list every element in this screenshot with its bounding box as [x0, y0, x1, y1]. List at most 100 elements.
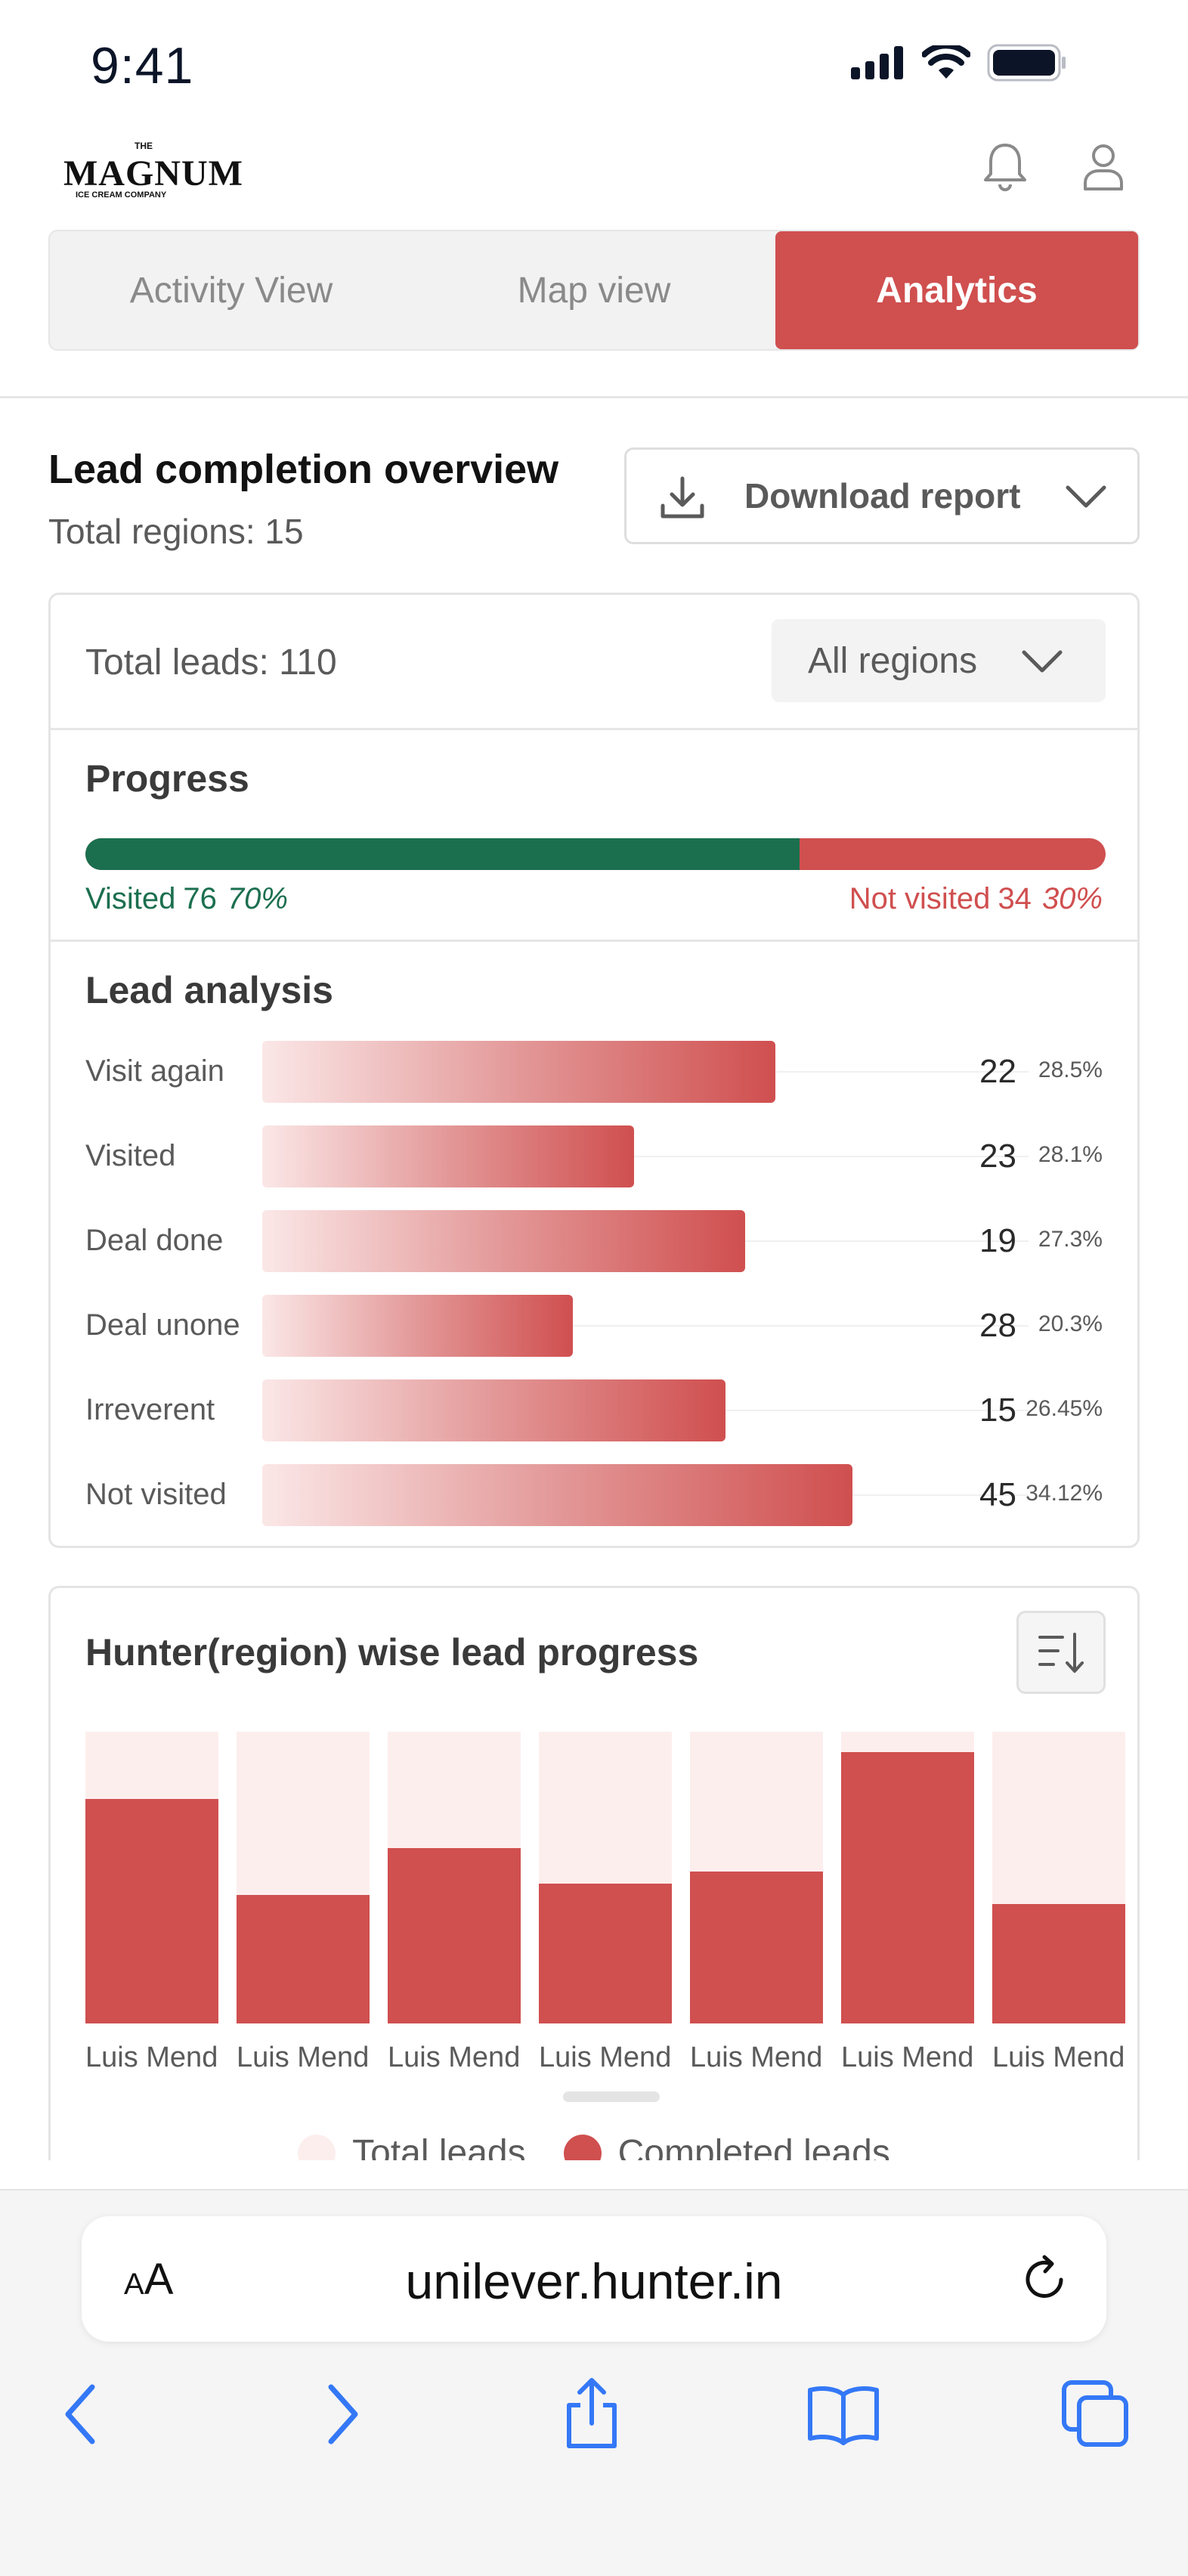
battery-icon: [987, 44, 1066, 82]
status-icons: [851, 44, 1067, 82]
chart-title: Hunter(region) wise lead progress: [85, 1631, 699, 1673]
download-report-label: Download report: [744, 476, 1021, 516]
progress-bar-visited: [85, 838, 800, 870]
lead-analysis-count: 45: [979, 1476, 1016, 1513]
visited-pct: 70%: [227, 882, 288, 915]
sort-button[interactable]: [1016, 1611, 1106, 1694]
header-divider: [0, 396, 1188, 398]
address-bar[interactable]: AA unilever.hunter.in: [82, 2216, 1106, 2342]
bar-category-label: Luis Mend: [539, 2042, 672, 2073]
back-icon[interactable]: [45, 2376, 121, 2452]
bar-completed-leads: [992, 1904, 1125, 2023]
tabs-icon[interactable]: [1058, 2376, 1134, 2452]
bar-completed-leads: [237, 1895, 370, 2023]
bar-completed-leads: [388, 1848, 521, 2023]
status-time: 9:41: [91, 37, 194, 94]
tab-analytics[interactable]: Analytics: [775, 231, 1138, 349]
wifi-icon: [922, 45, 970, 79]
text-size-button[interactable]: AA: [124, 2254, 173, 2305]
url-text: unilever.hunter.in: [405, 2253, 783, 2309]
bar-category-label: Luis Mend: [992, 2042, 1125, 2073]
total-regions: Total regions: 15: [48, 512, 304, 551]
logo-brand: MAGNUM: [63, 153, 243, 194]
logo-the: THE: [135, 141, 153, 151]
divider: [51, 940, 1137, 942]
download-icon: [661, 476, 704, 519]
hunter-bar-group[interactable]: [841, 1732, 974, 2023]
lead-analysis-label: Irreverent: [85, 1393, 215, 1426]
status-bar: 9:41: [0, 0, 1188, 128]
lead-analysis-track: [262, 1156, 1029, 1157]
lead-analysis-row: Deal unone 28 20.3%: [51, 1295, 1137, 1357]
bar-completed-leads: [690, 1872, 823, 2023]
bookmarks-icon[interactable]: [806, 2376, 881, 2452]
lead-analysis-count: 28: [979, 1307, 1016, 1344]
lead-analysis-label: Deal unone: [85, 1308, 240, 1342]
lead-analysis-label: Deal done: [85, 1224, 224, 1257]
aa-large: A: [144, 2255, 174, 2304]
lead-analysis-row: Visit again 22 28.5%: [51, 1041, 1137, 1103]
lead-analysis-row: Irreverent 15 26.45%: [51, 1379, 1137, 1441]
page-title: Lead completion overview: [48, 447, 559, 492]
tab-map-view[interactable]: Map view: [517, 270, 671, 311]
not-visited-label: Not visited: [849, 882, 991, 915]
view-tabs: Activity View Map view Analytics: [48, 230, 1140, 351]
lead-analysis-pct: 27.3%: [1038, 1227, 1103, 1252]
aa-small: A: [124, 2268, 144, 2301]
lead-analysis-label: Not visited: [85, 1478, 227, 1511]
lead-analysis-bar: [262, 1464, 852, 1526]
bar-category-label: Luis Mend: [690, 2042, 823, 2073]
lead-analysis-bar: [262, 1379, 725, 1441]
legend-completed: Completed leads: [563, 2132, 890, 2160]
lead-analysis-pct: 28.1%: [1038, 1142, 1103, 1167]
lead-analysis-row: Not visited 45 34.12%: [51, 1464, 1137, 1526]
hunter-bar-group[interactable]: [992, 1732, 1125, 2023]
download-report-button[interactable]: Download report: [624, 447, 1140, 544]
visited-stat: Visited 76 70%: [85, 882, 288, 916]
lead-analysis-pct: 26.45%: [1026, 1396, 1103, 1421]
hunter-bar-group[interactable]: [85, 1732, 218, 2023]
share-icon[interactable]: [554, 2376, 630, 2452]
legend-total-label: Total leads: [352, 2133, 526, 2160]
bar-completed-leads: [85, 1799, 218, 2023]
not-visited-count: 34: [998, 882, 1032, 915]
bar-completed-leads: [539, 1884, 672, 2023]
total-leads: Total leads: 110: [85, 642, 337, 683]
lead-analysis-bar: [262, 1041, 775, 1103]
user-icon[interactable]: [1073, 136, 1134, 197]
lead-analysis-title: Lead analysis: [85, 969, 333, 1011]
sort-icon: [1038, 1633, 1084, 1673]
legend-total-swatch: [298, 2134, 336, 2160]
bar-category-label: Luis Mend: [237, 2042, 370, 2073]
app-header: THE MAGNUM ICE CREAM COMPANY: [0, 128, 1188, 227]
region-select-value: All regions: [808, 641, 978, 681]
lead-summary-card: Total leads: 110 All regions Progress Vi…: [48, 593, 1140, 1548]
bar-category-label: Luis Mend: [388, 2042, 521, 2073]
not-visited-stat: Not visited 34 30%: [849, 882, 1103, 916]
bell-icon[interactable]: [975, 136, 1035, 197]
magnum-logo: THE MAGNUM ICE CREAM COMPANY: [62, 136, 243, 204]
bar-completed-leads: [841, 1752, 974, 2023]
chart-legend: Total leads Completed leads: [51, 2132, 1137, 2160]
lead-analysis-pct: 34.12%: [1026, 1481, 1103, 1506]
browser-toolbar: AA unilever.hunter.in: [0, 2189, 1188, 2576]
reload-icon[interactable]: [1017, 2252, 1072, 2307]
horizontal-scroll-indicator[interactable]: [563, 2091, 660, 2102]
region-select[interactable]: All regions: [772, 619, 1106, 702]
lead-analysis-row: Deal done 19 27.3%: [51, 1210, 1137, 1272]
lead-analysis-pct: 28.5%: [1038, 1057, 1103, 1082]
lead-analysis-row: Visited 23 28.1%: [51, 1125, 1137, 1187]
legend-completed-swatch: [563, 2134, 602, 2160]
forward-icon[interactable]: [302, 2376, 378, 2452]
tab-activity-view[interactable]: Activity View: [129, 270, 333, 311]
progress-bar: [85, 838, 1106, 870]
lead-analysis-bar: [262, 1210, 745, 1272]
hunter-progress-card: Hunter(region) wise lead progress Luis M…: [48, 1586, 1140, 2160]
hunter-bar-group[interactable]: [539, 1732, 672, 2023]
visited-label: Visited: [85, 882, 176, 915]
hunter-bar-group[interactable]: [388, 1732, 521, 2023]
hunter-bar-group[interactable]: [690, 1732, 823, 2023]
hunter-bar-group[interactable]: [237, 1732, 370, 2023]
bar-category-label: Luis Mend: [85, 2042, 218, 2073]
lead-analysis-count: 19: [979, 1222, 1016, 1259]
